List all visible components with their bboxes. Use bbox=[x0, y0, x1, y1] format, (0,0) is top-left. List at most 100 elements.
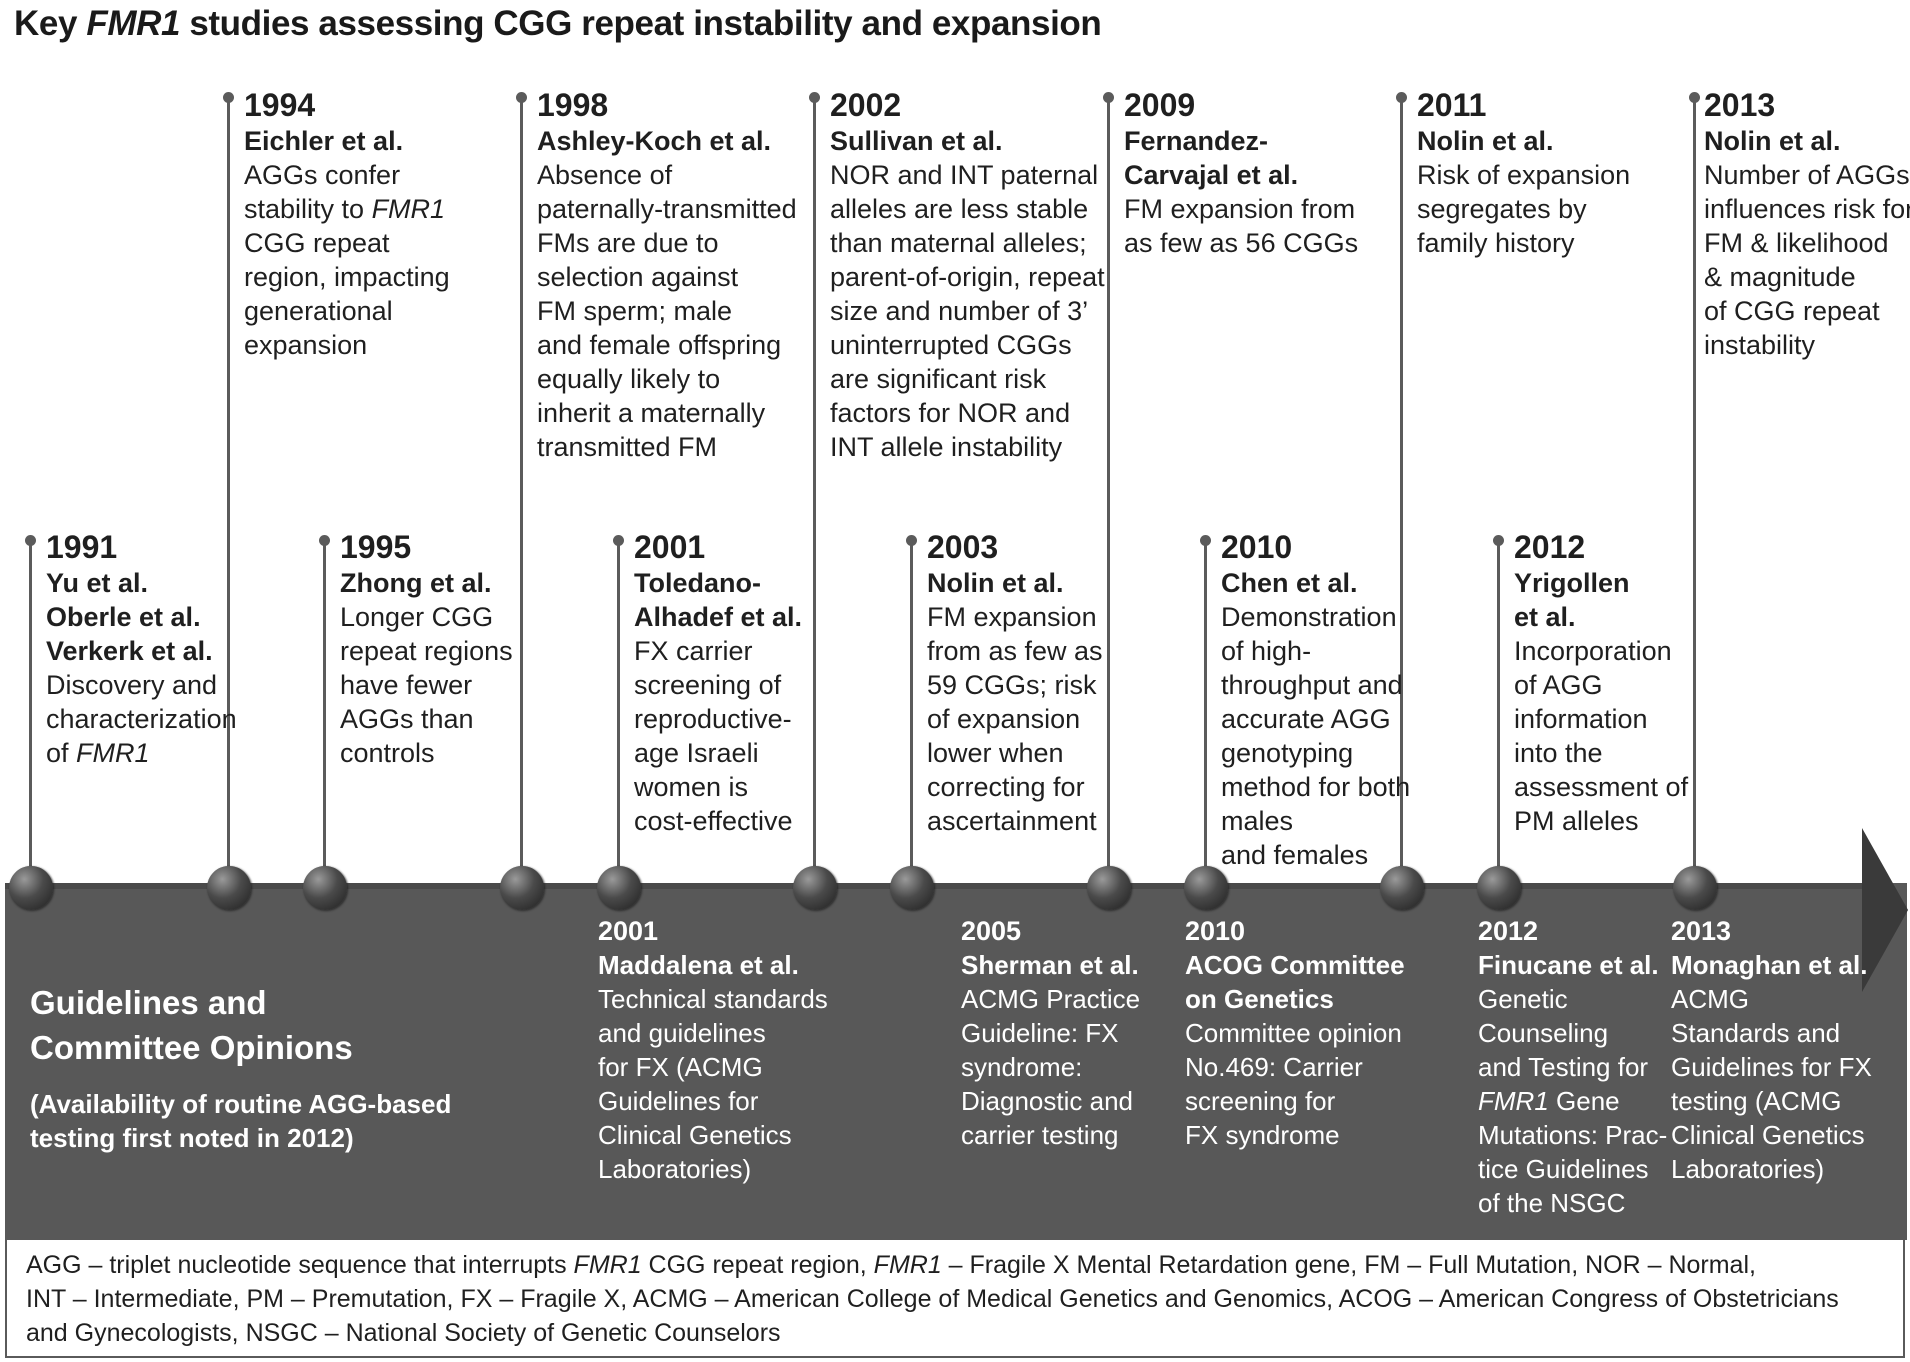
event-year: 1995 bbox=[340, 529, 412, 565]
event-desc: cost-effective bbox=[634, 806, 793, 836]
event-desc: ascertainment bbox=[927, 806, 1097, 836]
event-desc: characterization bbox=[46, 704, 237, 734]
event-desc: than maternal alleles; bbox=[830, 228, 1087, 258]
guideline-desc: screening for bbox=[1185, 1086, 1336, 1116]
event-desc: of expansion bbox=[927, 704, 1081, 734]
guideline-desc: Diagnostic and bbox=[961, 1086, 1133, 1116]
pin-1991 bbox=[25, 535, 36, 546]
guideline-desc: FX syndrome bbox=[1185, 1120, 1340, 1150]
event-year: 2003 bbox=[927, 529, 999, 565]
event-author: Yu et al. bbox=[46, 568, 149, 598]
event-desc: information bbox=[1514, 704, 1648, 734]
event-year: 2012 bbox=[1514, 529, 1586, 565]
event-desc: FM expansion bbox=[927, 602, 1097, 632]
event-2002: 2002 Sullivan et al. NOR and INT paterna… bbox=[830, 86, 1105, 464]
guideline-year: 2012 bbox=[1478, 916, 1539, 946]
event-desc: reproductive- bbox=[634, 704, 792, 734]
event-desc: NOR and INT paternal bbox=[830, 160, 1099, 190]
guideline-year: 2010 bbox=[1185, 916, 1246, 946]
stem-2010 bbox=[1204, 543, 1207, 885]
event-desc: expansion bbox=[244, 330, 368, 360]
event-1995: 1995 Zhong et al. Longer CGG repeat regi… bbox=[340, 528, 513, 770]
pin-2001 bbox=[613, 535, 624, 546]
stem-2002 bbox=[813, 100, 816, 885]
legend-line-1: AGG – triplet nucleotide sequence that i… bbox=[26, 1251, 1756, 1279]
timeline-axis bbox=[5, 883, 1868, 889]
pin-2011 bbox=[1396, 92, 1407, 103]
event-desc: FM sperm; male bbox=[537, 296, 733, 326]
guideline-author: Finucane et al. bbox=[1478, 950, 1659, 980]
event-desc: influences risk for bbox=[1704, 194, 1910, 224]
stem-2012 bbox=[1497, 543, 1500, 885]
event-author: Alhadef et al. bbox=[634, 602, 803, 632]
guideline-desc: Guidelines for FX bbox=[1671, 1052, 1872, 1082]
guideline-desc: ACMG bbox=[1671, 984, 1749, 1014]
event-desc: controls bbox=[340, 738, 435, 768]
event-desc: Risk of expansion bbox=[1417, 160, 1631, 190]
stem-2003 bbox=[910, 543, 913, 885]
event-desc: Number of AGGs bbox=[1704, 160, 1910, 190]
legend-line-3: and Gynecologists, NSGC – National Socie… bbox=[26, 1319, 781, 1347]
event-year: 1998 bbox=[537, 87, 609, 123]
event-desc: Discovery and bbox=[46, 670, 218, 700]
abbreviation-legend: AGG – triplet nucleotide sequence that i… bbox=[26, 1248, 1876, 1350]
guideline-desc: and guidelines bbox=[598, 1018, 766, 1048]
event-desc: uninterrupted CGGs bbox=[830, 330, 1072, 360]
pin-2002 bbox=[809, 92, 820, 103]
event-2013: 2013 Nolin et al. Number of AGGs influen… bbox=[1704, 86, 1910, 362]
timeline-node-front bbox=[303, 866, 347, 910]
pin-2009 bbox=[1103, 92, 1114, 103]
timeline-node-front bbox=[793, 866, 837, 910]
guideline-desc: syndrome: bbox=[961, 1052, 1083, 1082]
event-desc: FM & likelihood bbox=[1704, 228, 1889, 258]
event-desc: generational bbox=[244, 296, 393, 326]
timeline-node-front bbox=[1673, 866, 1717, 910]
event-desc: FM expansion from bbox=[1124, 194, 1356, 224]
event-2011: 2011 Nolin et al. Risk of expansion segr… bbox=[1417, 86, 1630, 260]
guideline-desc: and Testing for bbox=[1478, 1052, 1649, 1082]
event-desc: Longer CGG bbox=[340, 602, 494, 632]
event-desc: instability bbox=[1704, 330, 1816, 360]
guideline-desc: Standards and bbox=[1671, 1018, 1841, 1048]
timeline-node-front bbox=[9, 866, 53, 910]
event-desc: age Israeli bbox=[634, 738, 759, 768]
timeline-node-front bbox=[500, 866, 544, 910]
pin-2003 bbox=[906, 535, 917, 546]
event-desc: into the bbox=[1514, 738, 1603, 768]
guideline-2005: 2005 Sherman et al. ACMG Practice Guidel… bbox=[961, 914, 1140, 1152]
event-2010: 2010 Chen et al. Demonstration of high- … bbox=[1221, 528, 1410, 872]
pin-2010 bbox=[1200, 535, 1211, 546]
guideline-2013: 2013 Monaghan et al. ACMG Standards and … bbox=[1671, 914, 1872, 1186]
pin-1998 bbox=[516, 92, 527, 103]
guidelines-note: (Availability of routine AGG-based testi… bbox=[30, 1089, 452, 1153]
event-author: Fernandez- bbox=[1124, 126, 1269, 156]
event-desc: repeat regions bbox=[340, 636, 513, 666]
event-author: Ashley-Koch et al. bbox=[537, 126, 772, 156]
event-desc: Demonstration bbox=[1221, 602, 1397, 632]
event-year: 2002 bbox=[830, 87, 902, 123]
event-desc: & magnitude bbox=[1704, 262, 1856, 292]
guideline-desc: carrier testing bbox=[961, 1120, 1119, 1150]
guideline-2001: 2001 Maddalena et al. Technical standard… bbox=[598, 914, 828, 1186]
event-1991: 1991 Yu et al. Oberle et al. Verkerk et … bbox=[46, 528, 237, 770]
pin-1994 bbox=[223, 92, 234, 103]
event-desc: as few as 56 CGGs bbox=[1124, 228, 1359, 258]
stem-1995 bbox=[323, 543, 326, 885]
event-author: et al. bbox=[1514, 602, 1576, 632]
guideline-2010: 2010 ACOG Committee on Genetics Committe… bbox=[1185, 914, 1405, 1152]
event-year: 2010 bbox=[1221, 529, 1293, 565]
guideline-2012: 2012 Finucane et al. Genetic Counseling … bbox=[1478, 914, 1667, 1220]
guideline-desc: Counseling bbox=[1478, 1018, 1609, 1048]
event-desc: from as few as bbox=[927, 636, 1103, 666]
event-year: 2011 bbox=[1417, 87, 1487, 123]
event-desc: factors for NOR and bbox=[830, 398, 1071, 428]
guideline-desc: Committee opinion bbox=[1185, 1018, 1402, 1048]
guideline-desc: tice Guidelines bbox=[1478, 1154, 1649, 1184]
event-year: 1991 bbox=[46, 529, 118, 565]
event-desc: method for both bbox=[1221, 772, 1411, 802]
event-desc: Incorporation bbox=[1514, 636, 1672, 666]
stem-2001 bbox=[617, 543, 620, 885]
event-1994: 1994 Eichler et al. AGGs confer stabilit… bbox=[244, 86, 450, 362]
event-2003: 2003 Nolin et al. FM expansion from as f… bbox=[927, 528, 1103, 838]
event-desc: assessment of bbox=[1514, 772, 1689, 802]
